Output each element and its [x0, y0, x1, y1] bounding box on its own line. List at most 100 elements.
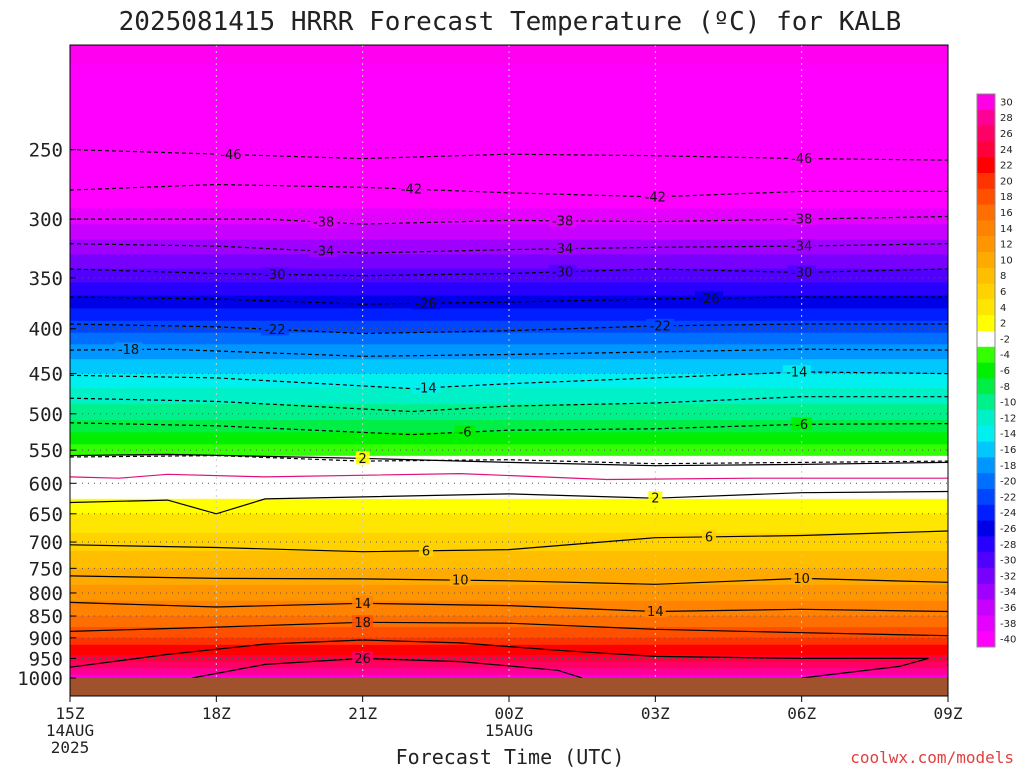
- contour-label-bg: [355, 451, 370, 465]
- temp-band: [70, 441, 948, 446]
- contour-label: -34: [791, 240, 812, 255]
- contour-label: 6: [422, 544, 430, 559]
- contour-line: [70, 601, 948, 613]
- contour-label-bg: [412, 296, 441, 310]
- temp-band: [70, 623, 948, 628]
- temp-band: [70, 213, 948, 220]
- contour-label: 14: [354, 597, 371, 612]
- colorbar-tick-label: -18: [1000, 461, 1016, 472]
- temp-band: [70, 109, 948, 118]
- temp-band: [70, 423, 948, 428]
- y-tick-label: 300: [29, 209, 63, 231]
- temp-band: [70, 351, 948, 357]
- temp-band: [70, 580, 948, 586]
- y-tick-label: 850: [29, 606, 63, 628]
- colorbar-tick-label: 26: [1000, 129, 1013, 140]
- colorbar-tick-label: 20: [1000, 176, 1013, 187]
- temp-band: [70, 596, 948, 602]
- colorbar-swatch: [977, 631, 995, 648]
- temp-band: [70, 362, 948, 368]
- contour-label: -18: [118, 343, 139, 358]
- temp-band: [70, 616, 948, 621]
- y-tick-label: 350: [29, 268, 63, 290]
- colorbar-swatch: [977, 504, 995, 522]
- colorbar-tick-label: 30: [1000, 97, 1013, 108]
- colorbar-tick-label: -26: [1000, 524, 1016, 535]
- colorbar-swatch: [977, 536, 995, 553]
- colorbar-tick-label: 22: [1000, 161, 1013, 172]
- contour-label-bg: [454, 425, 476, 439]
- temp-band: [70, 455, 948, 460]
- temperature-fill: [70, 45, 948, 678]
- x-tick-date-label: 15AUG: [485, 721, 533, 740]
- colorbar-swatch: [977, 457, 995, 474]
- contour-line: [70, 639, 929, 678]
- temp-band: [70, 564, 948, 570]
- y-tick-label: 500: [29, 404, 63, 426]
- temp-band: [70, 444, 948, 449]
- colorbar-frame: [976, 93, 996, 648]
- colorbar-swatch: [977, 141, 995, 158]
- contour-label: -46: [220, 148, 241, 163]
- colorbar-swatch: [977, 299, 995, 316]
- temp-band: [70, 627, 948, 632]
- temp-band: [70, 483, 948, 490]
- contour-label: -6: [459, 426, 472, 441]
- temp-band: [70, 592, 948, 598]
- temp-band: [70, 208, 948, 215]
- temp-band: [70, 438, 948, 443]
- temp-band: [70, 387, 948, 392]
- colorbar-tick-label: 24: [1000, 145, 1013, 156]
- x-axis-label: Forecast Time (UTC): [396, 745, 625, 768]
- colorbar-tick-label: -38: [1000, 619, 1016, 630]
- temp-band: [70, 291, 948, 297]
- contour-label-bg: [412, 380, 441, 394]
- colorbar-swatch: [977, 331, 995, 348]
- colorbar-swatch: [977, 267, 995, 285]
- temp-band: [70, 312, 948, 318]
- colorbar-tick-label: -24: [1000, 508, 1016, 519]
- x-tick-label: 15Z: [56, 704, 85, 723]
- y-tick-label: 400: [29, 319, 63, 341]
- temp-band: [70, 429, 948, 434]
- contour-label: -38: [313, 216, 334, 231]
- colorbar-tick-label: -10: [1000, 398, 1016, 409]
- temp-band: [70, 488, 948, 495]
- contour-label-bg: [449, 573, 471, 587]
- temp-band: [70, 568, 948, 574]
- colorbar-tick-label: -40: [1000, 635, 1016, 646]
- contour-label: -22: [650, 319, 671, 334]
- colorbar-swatch: [977, 220, 995, 237]
- temp-band: [70, 282, 948, 288]
- contour-label-bg: [548, 264, 577, 278]
- temp-band: [70, 299, 948, 305]
- contour-label-bg: [548, 213, 577, 227]
- temp-band: [70, 390, 948, 396]
- contour-label-bg: [646, 318, 675, 332]
- temp-band: [70, 359, 948, 364]
- temp-band: [70, 320, 948, 326]
- colorbar-swatch: [977, 394, 995, 411]
- temp-band: [70, 219, 948, 226]
- contour-label-bg: [641, 189, 670, 203]
- temp-band: [70, 249, 948, 256]
- y-tick-label: 700: [29, 532, 63, 554]
- temp-band: [70, 612, 948, 617]
- temp-band: [70, 480, 948, 485]
- contour-line: [70, 530, 948, 553]
- y-tick-label: 900: [29, 628, 63, 650]
- contour-line: [70, 472, 948, 481]
- x-tick-label: 00Z: [495, 704, 524, 723]
- contour-label: -26: [698, 292, 719, 307]
- contour-label-bg: [791, 571, 813, 585]
- contour-label-bg: [787, 239, 816, 253]
- colorbar-swatch: [977, 315, 995, 332]
- temp-band: [70, 532, 948, 539]
- colorbar-swatch: [977, 346, 995, 364]
- temp-band-top: [70, 45, 948, 66]
- contour-label: -26: [415, 297, 436, 312]
- temp-band: [70, 671, 948, 676]
- contour-label: 6: [705, 530, 713, 545]
- contour-label: -6: [795, 418, 808, 433]
